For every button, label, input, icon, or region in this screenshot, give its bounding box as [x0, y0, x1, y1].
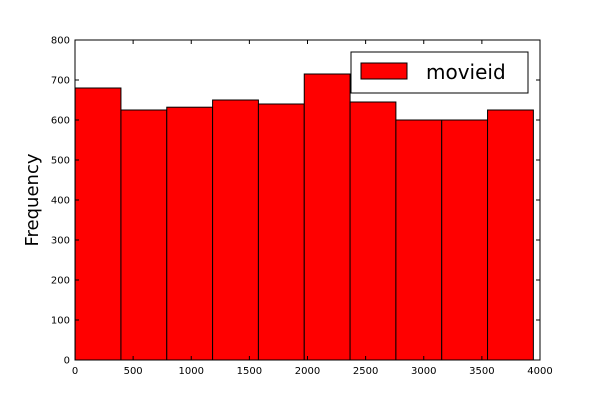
histogram-bar: [441, 119, 489, 361]
y-axis-label: Frequency: [22, 153, 43, 246]
histogram-bar: [212, 99, 259, 361]
histogram-bar: [487, 109, 534, 361]
bars-group: [74, 73, 534, 361]
x-tick-label: 500: [124, 366, 143, 377]
histogram-bar: [257, 103, 305, 361]
y-tick-label: 800: [51, 36, 70, 47]
y-axis: 0 100 200 300 400 500 600 700 800: [51, 36, 540, 367]
histogram-bar: [166, 106, 214, 361]
x-tick-label: 4000: [527, 366, 552, 377]
x-tick-label: 0: [72, 366, 78, 377]
histogram-bar: [349, 101, 397, 361]
y-tick-label: 500: [51, 156, 70, 167]
y-tick-label: 300: [51, 236, 70, 247]
legend-label: movieid: [426, 60, 506, 84]
x-axis: 0 500 1000 1500 2000 2500 3000 3500 4000: [72, 40, 553, 377]
x-tick-label: 1500: [237, 366, 262, 377]
x-tick-label: 3500: [469, 366, 494, 377]
x-tick-label: 2000: [295, 366, 320, 377]
legend-swatch: [360, 62, 408, 80]
x-tick-label: 2500: [353, 366, 378, 377]
legend: movieid: [350, 51, 529, 94]
y-tick-label: 600: [51, 116, 70, 127]
x-tick-label: 1000: [179, 366, 204, 377]
histogram-bar: [120, 109, 168, 361]
y-tick-label: 400: [51, 196, 70, 207]
y-tick-label: 200: [51, 276, 70, 287]
y-tick-label: 0: [64, 356, 70, 367]
y-tick-label: 700: [51, 76, 70, 87]
x-tick-label: 3000: [411, 366, 436, 377]
y-tick-label: 100: [51, 316, 70, 327]
histogram-bar: [74, 87, 122, 361]
histogram-bar: [395, 119, 443, 361]
histogram-bar: [303, 73, 351, 361]
